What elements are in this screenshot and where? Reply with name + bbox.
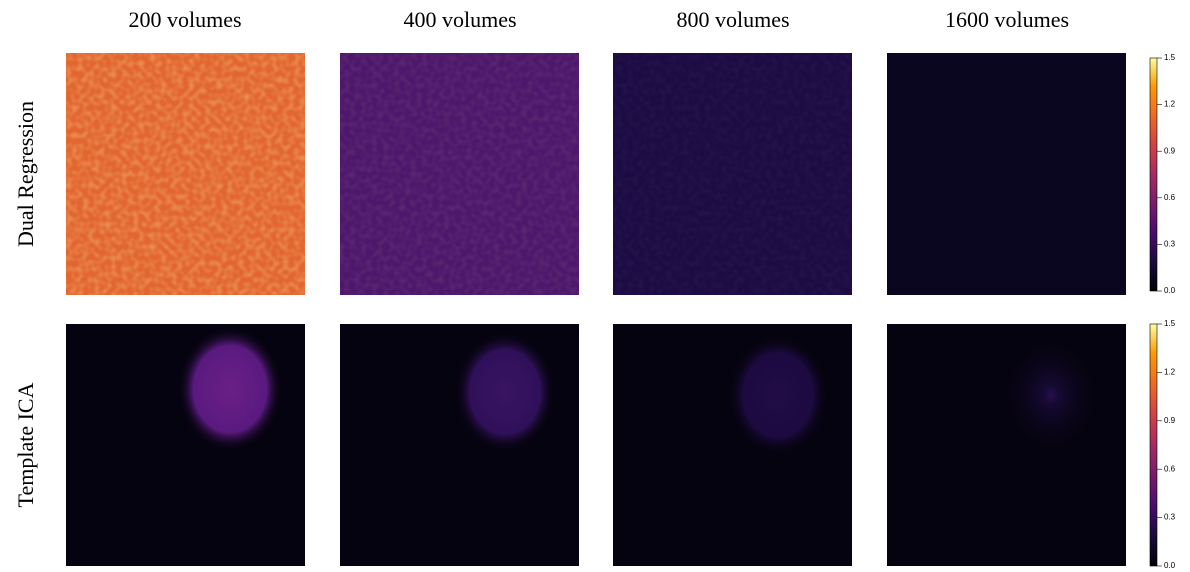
column-title: 200 volumes	[128, 7, 241, 32]
colorbar	[1149, 323, 1158, 567]
row-title: Template ICA	[13, 382, 38, 507]
column-title: 400 volumes	[403, 7, 516, 32]
colorbar-tick-label: 0.3	[1164, 513, 1176, 522]
panel-noise	[66, 53, 305, 295]
heatmap-panels	[66, 53, 1126, 566]
panel-noise	[340, 53, 579, 295]
column-title: 1600 volumes	[945, 7, 1069, 32]
colorbar-tick-label: 0.6	[1164, 193, 1176, 202]
blob	[455, 332, 555, 452]
colorbar-tick-label: 1.5	[1164, 319, 1176, 328]
panel-noise	[613, 53, 852, 295]
colorbars: 0.0 0.3 0.6 0.9 1.2 1.5 0.0 0.3 0.6 0.9 1.2 1.5	[1149, 53, 1176, 570]
colorbar-tick-label: 0.9	[1164, 146, 1176, 155]
column-title: 800 volumes	[676, 7, 789, 32]
colorbar-tick-label: 0.3	[1164, 240, 1176, 249]
blob	[178, 327, 282, 451]
colorbar-tick-label: 0.6	[1164, 464, 1176, 473]
colorbar-tick-label: 1.2	[1164, 100, 1176, 109]
row-title: Dual Regression	[13, 101, 38, 247]
panel	[887, 53, 1126, 295]
colorbar-tick-label: 1.5	[1164, 53, 1176, 62]
colorbar-tick-label: 0.0	[1164, 561, 1176, 570]
blob	[728, 335, 828, 455]
colorbar-tick-label: 1.2	[1164, 368, 1176, 377]
colorbar-tick-label: 0.9	[1164, 416, 1176, 425]
blob	[1001, 335, 1101, 455]
colorbar	[1149, 57, 1158, 292]
colorbar-tick-label: 0.0	[1164, 286, 1176, 295]
